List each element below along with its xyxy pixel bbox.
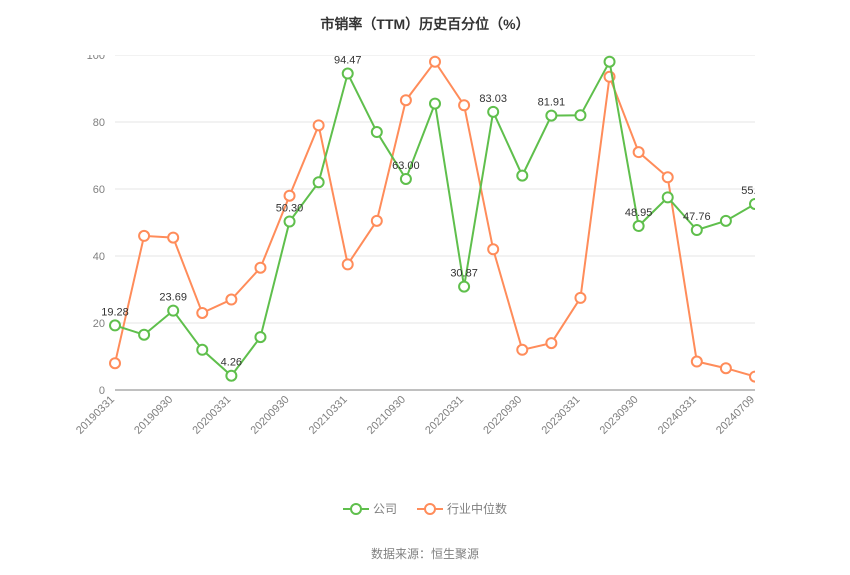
svg-text:0: 0 [99, 385, 105, 397]
legend-label: 公司 [373, 500, 397, 517]
legend-item[interactable]: 公司 [343, 500, 397, 517]
svg-text:83.03: 83.03 [479, 93, 507, 105]
svg-text:20210331: 20210331 [307, 394, 350, 437]
svg-text:100: 100 [87, 55, 105, 62]
chart-title: 市销率（TTM）历史百分位（%） [0, 14, 850, 34]
chart-container: 市销率（TTM）历史百分位（%） 0 20 40 60 80 100 20190331 201… [0, 0, 850, 575]
svg-text:81.91: 81.91 [538, 97, 566, 109]
svg-text:80: 80 [93, 117, 105, 129]
svg-text:20220331: 20220331 [423, 394, 466, 437]
svg-text:50.30: 50.30 [276, 202, 304, 214]
svg-text:20200930: 20200930 [249, 394, 292, 437]
svg-text:63.00: 63.00 [392, 160, 420, 172]
svg-text:20240709: 20240709 [714, 394, 755, 437]
svg-text:60: 60 [93, 184, 105, 196]
svg-text:20190331: 20190331 [75, 394, 117, 437]
svg-text:20190930: 20190930 [132, 394, 175, 437]
legend: 公司 行业中位数 [0, 500, 850, 519]
svg-text:48.95: 48.95 [625, 207, 653, 219]
svg-text:47.76: 47.76 [683, 211, 711, 223]
svg-text:19.28: 19.28 [101, 306, 129, 318]
svg-text:20240331: 20240331 [656, 394, 699, 437]
svg-text:20200331: 20200331 [190, 394, 233, 437]
svg-text:30.87: 30.87 [450, 268, 478, 280]
svg-text:40: 40 [93, 251, 105, 263]
chart-plot: 0 20 40 60 80 100 20190331 20190930 20200331 2020… [75, 55, 755, 490]
svg-text:55.53: 55.53 [741, 185, 755, 197]
svg-text:23.69: 23.69 [159, 292, 187, 304]
svg-text:94.47: 94.47 [334, 55, 362, 67]
svg-text:20220930: 20220930 [481, 394, 524, 437]
svg-text:20230930: 20230930 [598, 394, 641, 437]
svg-text:20: 20 [93, 318, 105, 330]
legend-item[interactable]: 行业中位数 [417, 500, 507, 517]
svg-text:20230331: 20230331 [539, 394, 582, 437]
svg-text:20210930: 20210930 [365, 394, 408, 437]
svg-text:4.26: 4.26 [221, 357, 242, 369]
legend-label: 行业中位数 [447, 500, 507, 517]
data-source: 数据来源：恒生聚源 [0, 545, 850, 562]
